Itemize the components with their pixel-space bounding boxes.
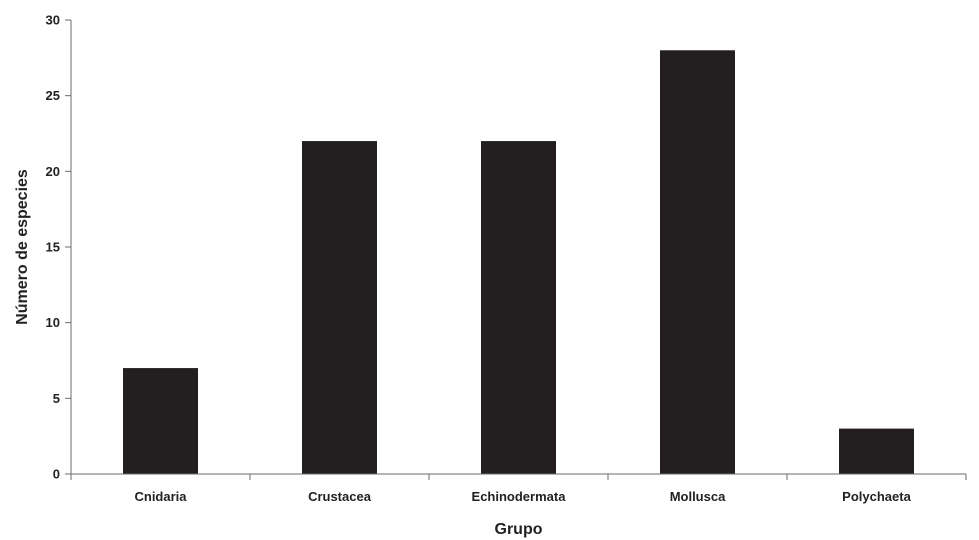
x-axis-title: Grupo [495, 521, 543, 538]
bars [123, 50, 914, 475]
y-tick-label: 5 [53, 391, 60, 406]
y-axis-title: Número de especies [14, 169, 31, 325]
y-tick-label: 30 [46, 13, 60, 28]
y-tick-label: 15 [46, 240, 60, 255]
bar-polychaeta [839, 428, 914, 474]
y-tick-label: 10 [46, 315, 60, 330]
y-tick-label: 0 [53, 467, 60, 482]
x-tick-label: Mollusca [670, 489, 726, 504]
y-axis-ticks: 0 5 10 15 20 25 30 [46, 13, 71, 482]
x-tick-label: Echinodermata [472, 489, 567, 504]
bar-crustacea [302, 141, 377, 475]
bar-echinodermata [481, 141, 556, 475]
x-axis-ticks: Cnidaria Crustacea Echinodermata Mollusca Po… [70, 474, 967, 504]
y-tick-label: 20 [46, 164, 60, 179]
bar-mollusca [660, 50, 735, 475]
x-tick-label: Polychaeta [842, 489, 911, 504]
x-tick-label: Crustacea [308, 489, 372, 504]
bar-cnidaria [123, 368, 198, 474]
x-tick-label: Cnidaria [134, 489, 187, 504]
y-tick-label: 25 [46, 88, 60, 103]
